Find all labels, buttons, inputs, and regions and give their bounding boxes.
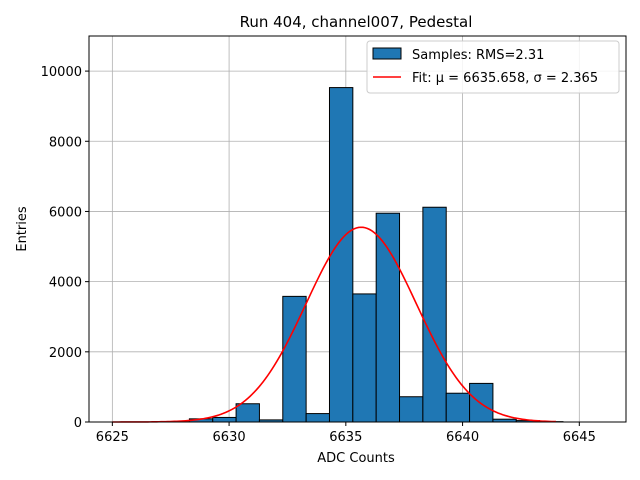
y-axis-ticks: 0 2000 4000 6000 8000 10000 xyxy=(41,65,89,431)
x-tick-label: 6630 xyxy=(213,430,246,445)
legend-fit-label: Fit: μ = 6635.658, σ = 2.365 xyxy=(412,71,598,86)
histogram-bar xyxy=(352,293,377,423)
y-tick-label: 8000 xyxy=(49,135,82,150)
y-tick-label: 0 xyxy=(74,416,82,431)
legend-samples-swatch xyxy=(372,47,402,60)
legend: Samples: RMS=2.31 Fit: μ = 6635.658, σ =… xyxy=(366,40,620,94)
x-tick-label: 6625 xyxy=(96,430,129,445)
chart-title: Run 404, channel007, Pedestal xyxy=(240,13,473,31)
histogram-bar xyxy=(399,396,424,423)
histogram-bar xyxy=(328,87,354,423)
gaussian-fit-curve xyxy=(112,226,556,423)
histogram-bar xyxy=(375,212,401,423)
y-axis-label: Entries xyxy=(15,206,30,252)
histogram-bar xyxy=(422,206,447,423)
y-tick-label: 10000 xyxy=(41,65,82,80)
histogram-bars xyxy=(165,87,564,423)
legend-samples-label: Samples: RMS=2.31 xyxy=(412,48,544,63)
legend-box xyxy=(366,40,620,94)
histogram-bar xyxy=(305,413,330,423)
x-tick-label: 6635 xyxy=(329,430,362,445)
x-tick-label: 6645 xyxy=(563,430,596,445)
histogram-bar xyxy=(212,416,237,423)
y-tick-label: 2000 xyxy=(49,346,82,361)
y-tick-label: 6000 xyxy=(49,205,82,220)
x-tick-label: 6640 xyxy=(446,430,479,445)
histogram-bar xyxy=(235,403,260,423)
histogram-bar xyxy=(282,295,307,423)
plot-frame xyxy=(88,35,627,423)
x-axis-ticks: 6625 6630 6635 6640 6645 xyxy=(96,422,596,445)
y-tick-label: 4000 xyxy=(49,276,82,291)
histogram-bar xyxy=(445,392,471,423)
x-axis-label: ADC Counts xyxy=(317,451,395,466)
